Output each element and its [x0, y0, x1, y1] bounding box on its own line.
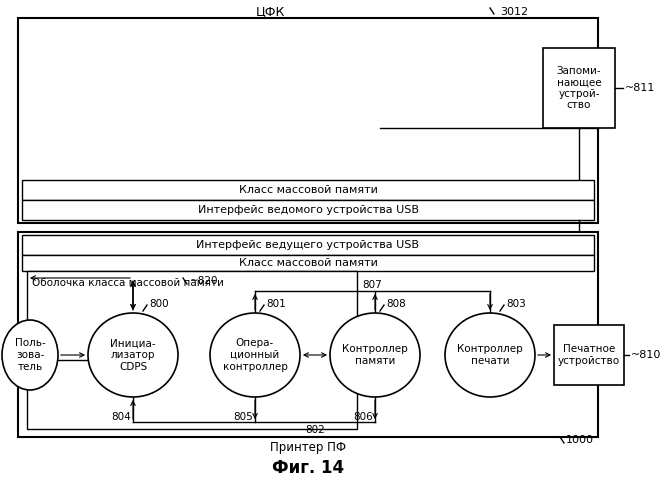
Text: Принтер ПФ: Принтер ПФ: [270, 440, 346, 454]
Text: 808: 808: [386, 299, 406, 309]
Bar: [22, 200, 594, 220]
Text: ~820: ~820: [190, 276, 219, 286]
Bar: [27, 271, 357, 429]
Text: 804: 804: [111, 412, 131, 422]
Text: ~810: ~810: [631, 350, 661, 360]
Bar: [22, 180, 594, 200]
Text: ЦФК: ЦФК: [255, 6, 285, 18]
Text: Контроллер
памяти: Контроллер памяти: [342, 344, 408, 366]
Text: 1000: 1000: [566, 435, 594, 445]
Ellipse shape: [2, 320, 58, 390]
Text: 800: 800: [149, 299, 169, 309]
Text: Фиг. 14: Фиг. 14: [272, 459, 344, 477]
Text: 801: 801: [266, 299, 286, 309]
Text: 807: 807: [363, 280, 382, 290]
Bar: [543, 48, 615, 128]
Text: ~811: ~811: [625, 83, 655, 93]
Text: Поль-
зова-
тель: Поль- зова- тель: [15, 338, 46, 372]
Text: Запоми-
нающее
устрой-
ство: Запоми- нающее устрой- ство: [557, 66, 602, 110]
Text: Класс массовой памяти: Класс массовой памяти: [239, 258, 377, 268]
Bar: [22, 255, 594, 271]
Text: 805: 805: [233, 412, 253, 422]
Text: Оболочка класса массовой памяти: Оболочка класса массовой памяти: [32, 278, 224, 288]
Bar: [18, 18, 598, 223]
Text: 806: 806: [353, 412, 373, 422]
Text: 3012: 3012: [500, 7, 528, 17]
Ellipse shape: [88, 313, 178, 397]
Text: Интерфейс ведущего устройства USB: Интерфейс ведущего устройства USB: [196, 240, 420, 250]
Text: Интерфейс ведомого устройства USB: Интерфейс ведомого устройства USB: [198, 205, 418, 215]
Bar: [18, 232, 598, 437]
Text: Контроллер
печати: Контроллер печати: [457, 344, 523, 366]
Text: Опера-
ционный
контроллер: Опера- ционный контроллер: [223, 338, 288, 372]
Text: Печатное
устройство: Печатное устройство: [558, 344, 620, 366]
Text: 802: 802: [305, 425, 325, 435]
Text: Класс массовой памяти: Класс массовой памяти: [239, 185, 377, 195]
Ellipse shape: [210, 313, 300, 397]
Text: Инициа-
лизатор
CDPS: Инициа- лизатор CDPS: [110, 338, 156, 372]
Ellipse shape: [330, 313, 420, 397]
Text: 803: 803: [506, 299, 525, 309]
Bar: [22, 235, 594, 255]
Ellipse shape: [445, 313, 535, 397]
Bar: [554, 325, 624, 385]
